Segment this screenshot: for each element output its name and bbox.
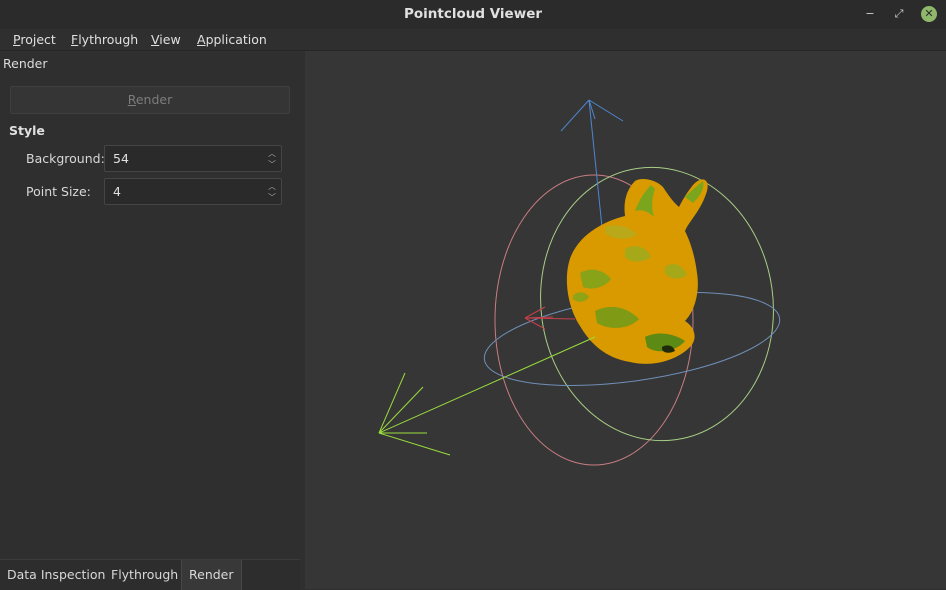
tab-data-inspection[interactable]: Data Inspection xyxy=(7,567,106,582)
minimize-icon[interactable]: − xyxy=(865,7,875,20)
style-group-title: Style xyxy=(9,123,45,138)
z-axis-arrow xyxy=(560,99,624,238)
3d-viewport[interactable] xyxy=(305,51,946,589)
rotation-ring-green xyxy=(540,166,774,442)
rotation-ring-red xyxy=(494,174,694,466)
menu-flythrough[interactable]: Flythrough xyxy=(71,32,139,47)
render-dock: Render Render Style Background: 54 ︿ ﹀ P… xyxy=(0,51,300,589)
point-size-spinbox[interactable]: 4 ︿ ﹀ xyxy=(104,178,282,205)
tab-render[interactable]: Render xyxy=(181,560,242,590)
dock-tab-bar: Data Inspection Flythrough Render xyxy=(0,559,300,590)
close-icon[interactable]: ✕ xyxy=(921,6,937,22)
render-button[interactable]: Render xyxy=(10,86,290,114)
menu-view[interactable]: View xyxy=(151,32,181,47)
chevron-up-icon[interactable]: ︿ xyxy=(268,182,276,191)
menu-bar: Project Flythrough View Application xyxy=(0,29,946,51)
chevron-up-icon[interactable]: ︿ xyxy=(268,149,276,158)
bunny-point-cloud xyxy=(566,179,708,364)
menu-project[interactable]: Project xyxy=(13,32,56,47)
dock-title: Render xyxy=(3,56,48,71)
chevron-down-icon[interactable]: ﹀ xyxy=(268,160,276,169)
viewport-canvas[interactable] xyxy=(305,51,946,589)
chevron-down-icon[interactable]: ﹀ xyxy=(268,193,276,202)
y-axis-arrow xyxy=(378,336,596,456)
window-title: Pointcloud Viewer xyxy=(403,6,543,22)
point-size-value[interactable]: 4 xyxy=(113,184,121,199)
maximize-icon[interactable]: ⤢ xyxy=(894,7,904,20)
point-size-label: Point Size: xyxy=(26,184,91,199)
menu-application[interactable]: Application xyxy=(197,32,267,47)
title-bar: Pointcloud Viewer − ⤢ ✕ xyxy=(0,0,946,29)
x-axis-arrow xyxy=(524,306,576,330)
background-value[interactable]: 54 xyxy=(113,151,129,166)
background-label: Background: xyxy=(26,151,105,166)
tab-flythrough[interactable]: Flythrough xyxy=(111,567,179,582)
background-spinbox[interactable]: 54 ︿ ﹀ xyxy=(104,145,282,172)
